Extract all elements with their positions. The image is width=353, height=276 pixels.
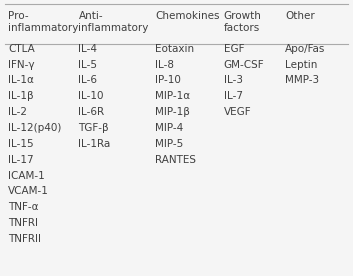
Text: IL-8: IL-8 [155,60,174,70]
Text: MIP-1α: MIP-1α [155,91,191,101]
Text: EGF: EGF [224,44,244,54]
Text: Leptin: Leptin [285,60,317,70]
Text: IL-6R: IL-6R [78,107,104,117]
Text: CTLA: CTLA [8,44,35,54]
Text: IL-6: IL-6 [78,75,97,86]
Text: IL-7: IL-7 [224,91,243,101]
Text: RANTES: RANTES [155,155,197,165]
Text: IFN-γ: IFN-γ [8,60,35,70]
Text: Anti-
inflammatory: Anti- inflammatory [78,11,149,33]
Text: IL-15: IL-15 [8,139,34,149]
Text: IL-10: IL-10 [78,91,104,101]
Text: Pro-
inflammatory: Pro- inflammatory [8,11,79,33]
Text: Other: Other [285,11,315,21]
Text: MIP-5: MIP-5 [155,139,184,149]
Text: IL-1Ra: IL-1Ra [78,139,111,149]
Text: Chemokines: Chemokines [155,11,220,21]
Text: MIP-1β: MIP-1β [155,107,190,117]
Text: IL-1β: IL-1β [8,91,34,101]
Text: VEGF: VEGF [224,107,251,117]
Text: MIP-4: MIP-4 [155,123,184,133]
Text: IL-12(p40): IL-12(p40) [8,123,62,133]
Text: ICAM-1: ICAM-1 [8,171,45,181]
Text: MMP-3: MMP-3 [285,75,319,86]
Text: TNFRI: TNFRI [8,218,38,228]
Text: IL-3: IL-3 [224,75,243,86]
Text: Apo/Fas: Apo/Fas [285,44,325,54]
Text: TNFRII: TNFRII [8,234,41,244]
Text: IL-17: IL-17 [8,155,34,165]
Text: IP-10: IP-10 [155,75,181,86]
Text: IL-5: IL-5 [78,60,97,70]
Text: GM-CSF: GM-CSF [224,60,264,70]
Text: Growth
factors: Growth factors [224,11,262,33]
Text: TNF-α: TNF-α [8,202,39,212]
Text: Eotaxin: Eotaxin [155,44,195,54]
Text: IL-1α: IL-1α [8,75,34,86]
Text: TGF-β: TGF-β [78,123,109,133]
Text: IL-4: IL-4 [78,44,97,54]
Text: IL-2: IL-2 [8,107,28,117]
Text: VCAM-1: VCAM-1 [8,186,49,196]
